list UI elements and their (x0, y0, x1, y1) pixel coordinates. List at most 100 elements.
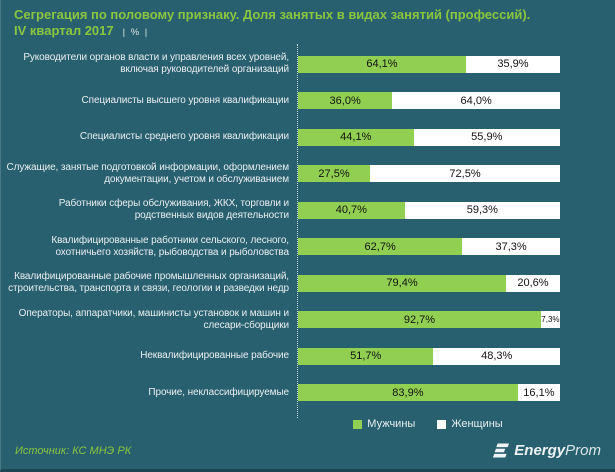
value-label: 16,1% (523, 386, 555, 399)
chart-row: Прочие, неклассифицируемые 83,9% 16,1% (1, 375, 615, 412)
bar-chart: Руководители органов власти и управления… (1, 44, 615, 434)
bar-area: 27,5% 72,5% (297, 165, 560, 183)
bar-segment-men: 51,7% (298, 347, 434, 365)
value-label: 64,1% (366, 58, 398, 71)
bar-area: 79,4% 20,6% (297, 274, 560, 292)
value-label: 7,3% (541, 315, 560, 325)
logo-text: EnergyProm (514, 442, 601, 460)
bar-segment-women: 64,0% (392, 92, 560, 110)
bar-segment-men: 62,7% (298, 238, 463, 256)
category-label: Неквалифицированные рабочие (140, 350, 289, 362)
category-label: Прочие, неклассифицируемые (148, 386, 289, 398)
logo-text-prom: Prom (565, 442, 601, 459)
chart-title-period: IV квартал 2017 (14, 23, 114, 38)
value-label: 48,3% (481, 350, 513, 363)
logo-text-energy: Energy (514, 442, 566, 459)
stacked-bar: 92,7% 7,3% (298, 311, 560, 329)
value-label: 62,7% (364, 240, 396, 253)
category-label: Служащие, занятые подготовкой информации… (6, 161, 290, 185)
value-label: 40,7% (335, 204, 367, 217)
legend-label: Мужчины (367, 418, 416, 430)
category-label: Квалифицированные работники сельского, л… (51, 234, 289, 258)
value-label: 35,9% (497, 58, 529, 71)
chart-row: Специалисты высшего уровня квалификации 3… (1, 83, 615, 120)
legend: Мужчины Женщины (297, 414, 559, 434)
bar-segment-men: 79,4% (298, 274, 507, 292)
chart-row: Специалисты среднего уровня квалификации… (1, 119, 615, 156)
value-label: 37,3% (495, 240, 527, 253)
category-label: Специалисты среднего уровня квалификации (79, 131, 289, 143)
stacked-bar: 79,4% 20,6% (298, 274, 560, 292)
bar-segment-men: 36,0% (298, 92, 393, 110)
y-axis-line (297, 44, 298, 418)
energyprom-logo-icon (493, 443, 510, 457)
stacked-bar: 27,5% 72,5% (298, 165, 560, 183)
bar-segment-women: 48,3% (433, 347, 560, 365)
bar-segment-women: 20,6% (506, 274, 560, 292)
legend-swatch (437, 419, 447, 429)
legend-swatch (353, 419, 363, 429)
bar-area: 64,1% 35,9% (297, 55, 560, 73)
bar-segment-women: 35,9% (465, 55, 560, 73)
legend-label: Женщины (451, 418, 503, 430)
bar-segment-women: 16,1% (517, 384, 560, 402)
chart-row: Операторы, аппаратчики, машинисты устано… (1, 302, 615, 339)
stacked-bar: 64,1% 35,9% (298, 55, 560, 73)
footer: Источник: КС МНЭ РК EnergyProm (1, 442, 615, 460)
bar-segment-women: 72,5% (370, 165, 560, 183)
bar-area: 51,7% 48,3% (297, 347, 560, 365)
chart-title-line1: Сегрегация по половому признаку. Доля за… (14, 7, 531, 22)
value-label: 83,9% (392, 386, 424, 399)
bar-segment-men: 27,5% (298, 165, 371, 183)
bar-area: 92,7% 7,3% (297, 311, 560, 329)
chart-row: Служащие, занятые подготовкой информации… (1, 156, 615, 193)
legend-item-women: Женщины (437, 418, 503, 430)
chart-rows: Руководители органов власти и управления… (1, 46, 615, 411)
bar-segment-women: 55,9% (413, 128, 560, 146)
bar-segment-men: 64,1% (298, 55, 466, 73)
stacked-bar: 83,9% 16,1% (298, 384, 560, 402)
chart-unit-label: | % | (122, 27, 149, 38)
bar-segment-men: 44,1% (298, 128, 414, 146)
category-label: Руководители органов власти и управления… (23, 52, 289, 76)
bar-segment-men: 92,7% (298, 311, 541, 329)
stacked-bar: 62,7% 37,3% (298, 238, 560, 256)
source-label: Источник: КС МНЭ РК (15, 445, 132, 457)
value-label: 27,5% (318, 167, 350, 180)
value-label: 51,7% (350, 350, 382, 363)
bar-segment-women: 37,3% (462, 238, 560, 256)
bar-segment-men: 83,9% (298, 384, 518, 402)
value-label: 72,5% (449, 167, 481, 180)
value-label: 20,6% (517, 277, 549, 290)
bar-area: 62,7% 37,3% (297, 238, 560, 256)
bar-area: 40,7% 59,3% (297, 201, 560, 219)
bar-area: 36,0% 64,0% (297, 92, 560, 110)
stacked-bar: 44,1% 55,9% (298, 128, 560, 146)
bar-segment-women: 7,3% (540, 311, 560, 329)
chart-title-line2: IV квартал 2017 | % | (14, 23, 603, 41)
bar-segment-men: 40,7% (298, 201, 405, 219)
chart-row: Руководители органов власти и управления… (1, 46, 615, 83)
chart-row: Неквалифицированные рабочие 51,7% 48,3% (1, 338, 615, 375)
stacked-bar: 40,7% 59,3% (298, 201, 560, 219)
category-label: Специалисты высшего уровня квалификации (81, 94, 290, 106)
bar-area: 44,1% 55,9% (297, 128, 560, 146)
chart-row: Квалифицированные работники сельского, л… (1, 229, 615, 266)
value-label: 55,9% (471, 131, 503, 144)
category-label: Квалифицированные рабочие промышленных о… (8, 271, 289, 295)
energyprom-logo: EnergyProm (488, 442, 601, 460)
stacked-bar: 51,7% 48,3% (298, 347, 560, 365)
chart-row: Работники сферы обслуживания, ЖКХ, торго… (1, 192, 615, 229)
value-label: 44,1% (340, 131, 372, 144)
value-label: 64,0% (460, 94, 492, 107)
value-label: 92,7% (403, 313, 436, 326)
category-label: Операторы, аппаратчики, машинисты устано… (18, 307, 289, 331)
value-label: 36,0% (329, 94, 361, 107)
chart-title: Сегрегация по половому признаку. Доля за… (1, 0, 615, 41)
category-label: Работники сферы обслуживания, ЖКХ, торго… (58, 198, 289, 222)
legend-item-men: Мужчины (353, 418, 415, 430)
bar-area: 83,9% 16,1% (297, 384, 560, 402)
value-label: 59,3% (466, 204, 498, 217)
bar-segment-women: 59,3% (404, 201, 560, 219)
